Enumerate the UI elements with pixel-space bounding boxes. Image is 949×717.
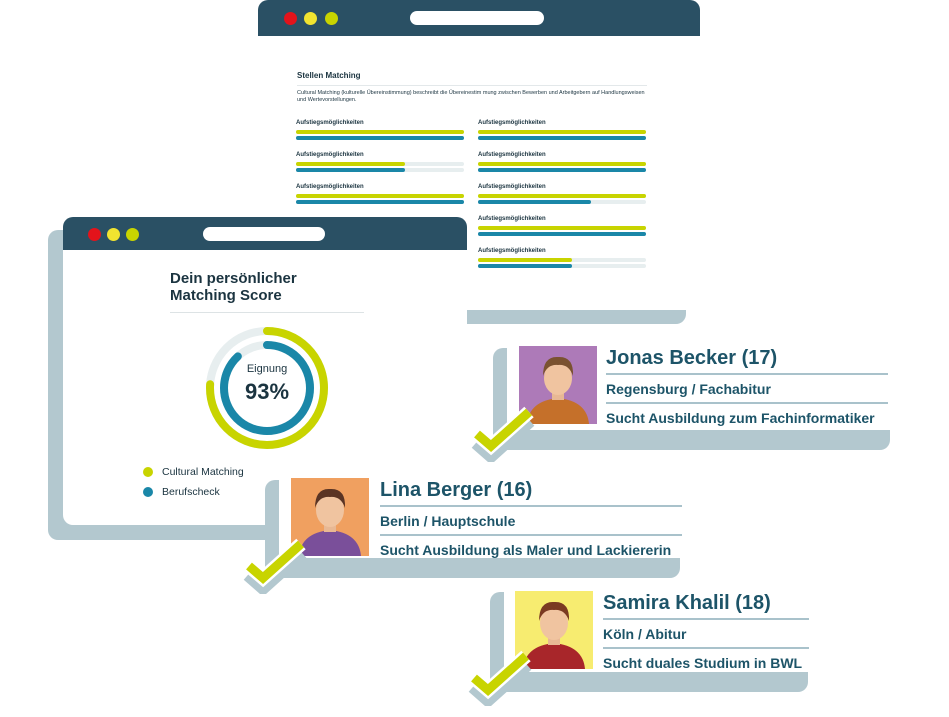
address-bar[interactable] (203, 227, 325, 241)
bar-group: Aufstiegsmöglichkeiten (296, 184, 464, 204)
bar-group: Aufstiegsmöglichkeiten (478, 120, 646, 140)
checkmark-icon (468, 650, 532, 706)
address-bar[interactable] (410, 11, 544, 25)
beruf-bar (296, 200, 464, 204)
bar-label: Aufstiegsmöglichkeiten (296, 184, 364, 190)
beruf-bar-track (478, 168, 646, 172)
cultural-bar-track (296, 130, 464, 134)
legend-label: Cultural Matching (162, 466, 244, 478)
donut-label: Eignung (246, 363, 288, 375)
score-title: Dein persönlicher Matching Score (170, 270, 364, 313)
back-window-title: Stellen Matching (297, 71, 647, 86)
bars-right: Aufstiegsmöglichkeiten Aufstiegsmöglichk… (478, 120, 646, 280)
bar-group: Aufstiegsmöglichkeiten (478, 248, 646, 268)
beruf-bar (296, 136, 464, 140)
beruf-bar (478, 136, 646, 140)
legend: Cultural Matching Berufscheck (143, 466, 244, 498)
beruf-ring (220, 341, 314, 435)
candidate-photo (519, 346, 597, 424)
candidate-seeking: Sucht duales Studium in BWL (603, 647, 809, 676)
bars-left: Aufstiegsmöglichkeiten Aufstiegsmöglichk… (296, 120, 464, 216)
cultural-bar (296, 162, 406, 166)
beruf-bar (296, 168, 406, 172)
bar-group: Aufstiegsmöglichkeiten (478, 216, 646, 236)
candidate-photo (291, 478, 369, 556)
beruf-bar-track (296, 168, 464, 172)
beruf-bar-track (478, 200, 646, 204)
legend-item: Berufscheck (143, 486, 244, 498)
window-header (63, 217, 467, 250)
beruf-bar-track (478, 136, 646, 140)
bar-label: Aufstiegsmöglichkeiten (478, 216, 546, 222)
cultural-bar-track (478, 226, 646, 230)
bar-group: Aufstiegsmöglichkeiten (296, 152, 464, 172)
bar-group: Aufstiegsmöglichkeiten (478, 184, 646, 204)
cultural-bar (296, 194, 464, 198)
cultural-bar (296, 130, 464, 134)
candidate-text: Samira Khalil (18) Köln / Abitur Sucht d… (603, 592, 809, 676)
legend-dot-beruf (143, 487, 153, 497)
candidate-text: Jonas Becker (17) Regensburg / Fachabitu… (606, 347, 888, 431)
candidate-name[interactable]: Jonas Becker (17) (606, 347, 778, 369)
cultural-bar-track (296, 194, 464, 198)
candidate-location: Regensburg / Fachabitur (606, 373, 888, 402)
cultural-bar (478, 162, 646, 166)
candidate-name[interactable]: Samira Khalil (18) (603, 592, 771, 614)
maximize-dot[interactable] (126, 228, 139, 241)
beruf-bar (478, 168, 646, 172)
close-dot[interactable] (88, 228, 101, 241)
candidate-seeking: Sucht Ausbildung zum Fachinformatiker (606, 402, 888, 431)
legend-dot-cultural (143, 467, 153, 477)
bar-label: Aufstiegsmöglichkeiten (478, 248, 546, 254)
bar-group: Aufstiegsmöglichkeiten (296, 120, 464, 140)
cultural-bar-track (478, 194, 646, 198)
cultural-bar (478, 226, 646, 230)
beruf-bar (478, 264, 573, 268)
candidate-name[interactable]: Lina Berger (16) (380, 479, 533, 501)
minimize-dot[interactable] (107, 228, 120, 241)
beruf-bar-track (478, 264, 646, 268)
legend-label: Berufscheck (162, 486, 220, 498)
checkmark-icon (471, 406, 535, 462)
candidate-seeking: Sucht Ausbildung als Maler und Lackierer… (380, 534, 682, 563)
bar-group: Aufstiegsmöglichkeiten (478, 152, 646, 172)
beruf-bar-track (296, 136, 464, 140)
cultural-ring (206, 327, 328, 449)
cultural-bar-track (478, 162, 646, 166)
back-window-description: Cultural Matching (kulturelle Übereinsti… (297, 90, 645, 103)
maximize-dot[interactable] (325, 12, 338, 25)
beruf-bar (478, 200, 591, 204)
bar-label: Aufstiegsmöglichkeiten (296, 152, 364, 158)
close-dot[interactable] (284, 12, 297, 25)
minimize-dot[interactable] (304, 12, 317, 25)
beruf-bar-track (478, 232, 646, 236)
cultural-bar (478, 258, 573, 262)
cultural-bar-track (478, 130, 646, 134)
candidate-photo (515, 591, 593, 669)
matching-donut (206, 327, 328, 449)
candidate-location: Berlin / Hauptschule (380, 505, 682, 534)
window-header (258, 0, 700, 36)
beruf-bar (478, 232, 646, 236)
donut-value: 93% (244, 379, 290, 404)
beruf-bar-track (296, 200, 464, 204)
checkmark-icon (243, 538, 307, 594)
candidate-text: Lina Berger (16) Berlin / Hauptschule Su… (380, 479, 682, 563)
bar-label: Aufstiegsmöglichkeiten (478, 120, 546, 126)
legend-item: Cultural Matching (143, 466, 244, 478)
bar-label: Aufstiegsmöglichkeiten (478, 184, 546, 190)
cultural-bar (478, 194, 646, 198)
cultural-bar-track (478, 258, 646, 262)
bar-label: Aufstiegsmöglichkeiten (296, 120, 364, 126)
cultural-bar (478, 130, 646, 134)
cultural-bar-track (296, 162, 464, 166)
bar-label: Aufstiegsmöglichkeiten (478, 152, 546, 158)
candidate-location: Köln / Abitur (603, 618, 809, 647)
front-window: Dein persönlicher Matching Score Eignung… (63, 217, 467, 525)
